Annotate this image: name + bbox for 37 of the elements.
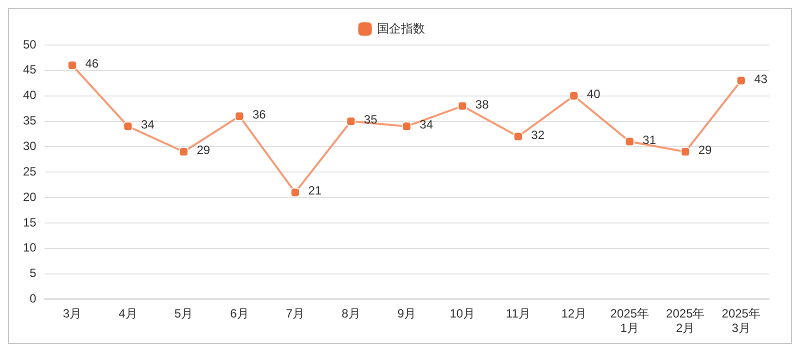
y-tick-label: 35 — [22, 114, 37, 128]
x-tick-label: 3月 — [62, 306, 82, 321]
x-tick-label: 8月 — [342, 306, 360, 321]
x-tick-label: 9月 — [397, 306, 416, 321]
y-tick-label: 20 — [22, 190, 37, 204]
y-tick-label: 25 — [22, 164, 37, 178]
x-tick-label: 5月 — [174, 306, 194, 321]
data-label: 40 — [586, 87, 601, 102]
data-label: 29 — [698, 143, 712, 158]
legend-label: 国企指数 — [377, 21, 425, 36]
y-tick-label: 15 — [22, 215, 37, 230]
x-tick-label: 11月 — [506, 306, 530, 321]
y-tick-label: 50 — [22, 37, 37, 52]
data-label: 38 — [475, 97, 490, 112]
x-tick-label: 2025年2月 — [666, 306, 705, 336]
y-tick-label: 10 — [22, 240, 37, 255]
y-tick-label: 40 — [22, 88, 37, 102]
y-tick-label: 0 — [30, 292, 37, 306]
x-tick-label: 6月 — [230, 306, 249, 321]
data-label: 43 — [754, 72, 768, 86]
data-label: 31 — [642, 132, 656, 147]
y-tick-label: 5 — [30, 266, 37, 280]
data-label: 34 — [420, 118, 434, 132]
x-tick-label: 4月 — [118, 306, 138, 321]
data-label: 21 — [308, 184, 322, 198]
x-tick-label: 2025年3月 — [722, 306, 760, 336]
x-tick-label: 12月 — [561, 306, 587, 321]
data-label: 29 — [196, 143, 210, 158]
y-tick-label: 30 — [22, 138, 37, 153]
data-label: 46 — [85, 56, 99, 71]
x-tick-label: 7月 — [286, 306, 305, 321]
data-label: 34 — [140, 118, 155, 132]
y-tick-label: 45 — [22, 62, 37, 77]
x-tick-label: 2025年1月 — [610, 306, 649, 336]
x-tick-label: 10月 — [450, 306, 476, 321]
data-label: 36 — [252, 107, 266, 122]
data-label: 32 — [531, 128, 545, 142]
